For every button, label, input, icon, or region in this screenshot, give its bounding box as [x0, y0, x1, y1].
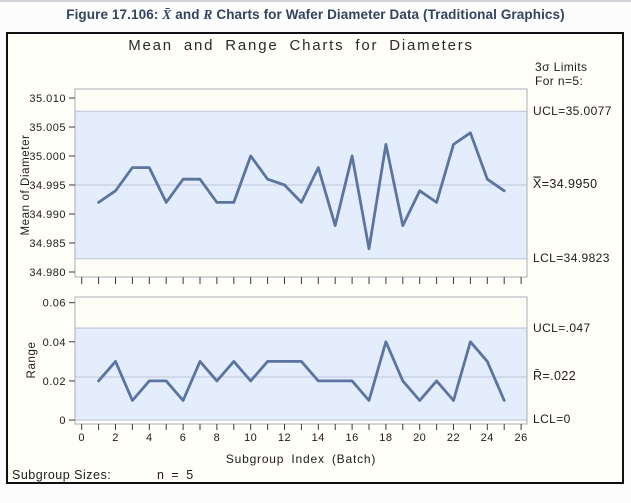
x-axis-tick-label: 0 [78, 432, 85, 444]
figure-title-prefix: Figure 17.106: [66, 7, 163, 22]
x-axis-tick-label: 12 [278, 432, 291, 444]
x-axis-tick-label: 2 [112, 432, 119, 444]
figure-title-r-symbol: R [203, 7, 213, 22]
mean-chart-y-tick-label: 34.980 [29, 267, 66, 279]
range-chart-y-axis-label: Range [26, 341, 38, 379]
control-charts-svg: 35.010 35.005 35.000 34.995 34.990 34.985 34.9… [29, 88, 528, 444]
figure-title-suffix: Charts for Wafer Diameter Data (Traditio… [212, 7, 565, 22]
mean-chart-y-tick-label: 35.010 [29, 93, 66, 105]
range-chart-centerline-label: R̄=.022 [533, 369, 577, 383]
mean-chart-ucl-label: UCL=35.0077 [533, 104, 612, 118]
range-chart-y-tick-label: 0 [59, 415, 66, 427]
figure-title-mid: and [171, 7, 204, 22]
x-axis-tick-label: 16 [345, 432, 358, 444]
graph-title: Mean and Range Charts for Diameters [128, 37, 474, 54]
x-axis-tick-label: 4 [146, 432, 153, 444]
subgroup-sizes-label: Subgroup Sizes: [12, 468, 112, 482]
mean-chart-y-tick-label: 34.990 [29, 209, 66, 221]
mean-chart-y-axis-label: Mean of Diameter [20, 134, 32, 236]
mean-chart-series-line [97, 131, 506, 251]
range-chart-ucl-label: UCL=.047 [533, 321, 591, 335]
x-axis-tick-label: 20 [413, 432, 426, 444]
range-chart-series-line [97, 340, 506, 402]
x-axis-tick-label: 18 [379, 432, 392, 444]
figure-title-xbar-symbol: X̄ [162, 7, 172, 22]
x-axis-tick-label: 24 [481, 432, 494, 444]
mean-chart-y-tick-label: 34.995 [29, 180, 66, 192]
mean-chart-y-tick-label: 35.005 [29, 122, 66, 134]
x-axis-tick-label: 14 [312, 432, 325, 444]
sigma-limits-note: 3σ Limits For n=5: [535, 60, 587, 88]
range-chart-y-tick-label: 0.06 [43, 298, 66, 310]
x-axis-tick-label: 22 [447, 432, 460, 444]
x-axis-tick-label: 6 [180, 432, 187, 444]
mean-chart-lcl-label: LCL=34.9823 [533, 251, 610, 265]
control-charts-panel: 35.010 35.005 35.000 34.995 34.990 34.985 34.9… [6, 32, 624, 484]
range-chart-y-tick-label: 0.04 [43, 337, 66, 349]
x-axis-tick-label: 8 [214, 432, 221, 444]
figure-title: Figure 17.106: X̄ and R Charts for Wafer… [0, 7, 631, 23]
subgroup-sizes-value: n = 5 [157, 468, 194, 482]
mean-chart-centerline-label: X̿=34.9950 [533, 177, 598, 191]
page-top-divider [0, 0, 631, 2]
range-chart-limit-band [75, 328, 527, 421]
sigma-limits-note-line1: 3σ Limits [535, 60, 588, 74]
range-chart-lcl-label: LCL=0 [533, 412, 571, 426]
mean-chart-y-tick-label: 35.000 [29, 151, 66, 163]
x-axis-label: Subgroup Index (Batch) [225, 452, 377, 466]
x-axis-tick-label: 10 [244, 432, 257, 444]
x-axis-tick-label: 26 [514, 432, 527, 444]
mean-chart-y-tick-label: 34.985 [29, 238, 66, 250]
sigma-limits-note-line2: For n=5: [535, 74, 584, 88]
range-chart-y-tick-label: 0.02 [43, 376, 66, 388]
